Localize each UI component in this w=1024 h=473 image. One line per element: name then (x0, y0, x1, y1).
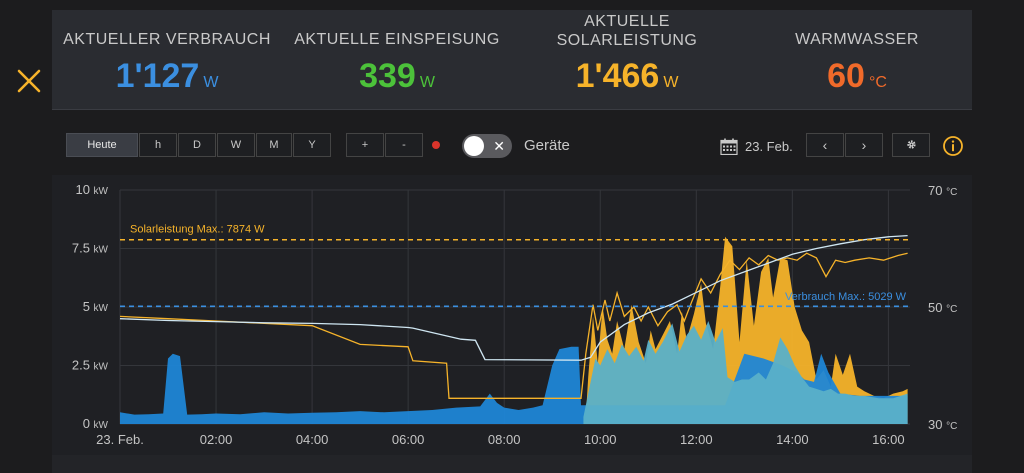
series-solar-line (119, 252, 908, 399)
stat-value: 60 °C (742, 56, 972, 103)
y-axis-tick-label: 10 kW (75, 182, 108, 197)
range-button-today[interactable]: Heute (66, 133, 138, 157)
info-icon[interactable] (942, 135, 964, 157)
reference-line-label: Solarleistung Max.: 7874 W (130, 224, 265, 236)
stat-unit: W (203, 74, 219, 91)
range-button-year[interactable]: Y (293, 133, 331, 157)
x-axis-tick-label: 08:00 (488, 432, 521, 447)
close-button[interactable] (14, 66, 44, 96)
stat-value: 339 W (282, 56, 512, 103)
next-date-button[interactable]: › (845, 133, 883, 157)
x-axis-tick-label: 04:00 (296, 432, 329, 447)
recording-indicator (432, 141, 440, 149)
stat-label: AKTUELLE EINSPEISUNG (294, 31, 500, 48)
zoom-out-button[interactable]: - (385, 133, 423, 157)
x-axis-tick-label: 10:00 (584, 432, 617, 447)
range-button-hour[interactable]: h (139, 133, 177, 157)
x-axis-tick-label: 23. Feb. (96, 432, 144, 447)
y-axis-tick-label: 7.5 kW (72, 241, 109, 256)
bottom-strip (52, 455, 972, 473)
x-axis-tick-label: 02:00 (200, 432, 233, 447)
stat-value: 1'466 W (512, 56, 742, 103)
stat-unit: W (663, 74, 679, 91)
stat-consumption: AKTUELLER VERBRAUCH 1'127 W (52, 10, 282, 110)
stat-hot-water: WARMWASSER 60 °C (742, 10, 972, 110)
stat-label: AKTUELLE SOLARLEISTUNG (512, 12, 742, 50)
devices-toggle[interactable]: ✕ (462, 134, 512, 158)
gear-icon (906, 140, 916, 149)
series-temperature-line (119, 234, 908, 361)
stat-solar-power: AKTUELLE SOLARLEISTUNG 1'466 W (512, 10, 742, 110)
stat-unit: °C (868, 74, 887, 91)
stat-feed-in: AKTUELLE EINSPEISUNG 339 W (282, 10, 512, 110)
toggle-knob (464, 136, 484, 156)
toggle-off-icon: ✕ (493, 138, 505, 154)
reference-line-label: Verbrauch Max.: 5029 W (785, 291, 907, 303)
stats-panel: AKTUELLER VERBRAUCH 1'127 W AKTUELLE EINS… (52, 10, 972, 110)
y2-axis-tick-label: 30 °C (928, 417, 957, 432)
stat-label-line: SOLARLEISTUNG (556, 32, 698, 49)
x-axis-tick-label: 16:00 (872, 432, 905, 447)
y-axis-tick-label: 2.5 kW (72, 358, 109, 373)
stat-number: 60 (827, 57, 865, 95)
stat-label-line: AKTUELLE (584, 13, 670, 30)
stat-value: 1'127 W (52, 56, 282, 103)
zoom-in-button[interactable]: + (346, 133, 384, 157)
close-icon (17, 69, 41, 93)
date-label: 23. Feb. (745, 139, 793, 154)
stat-unit: W (419, 74, 435, 91)
x-axis-tick-label: 12:00 (680, 432, 713, 447)
x-axis-tick-label: 14:00 (776, 432, 809, 447)
settings-button[interactable] (892, 133, 930, 157)
y2-axis-tick-label: 70 °C (928, 183, 957, 198)
stat-number: 1'127 (115, 57, 200, 95)
range-button-day[interactable]: D (178, 133, 216, 157)
stat-number: 1'466 (575, 57, 660, 95)
prev-date-button[interactable]: ‹ (806, 133, 844, 157)
calendar-icon[interactable] (720, 138, 738, 155)
devices-toggle-label: Geräte (524, 137, 570, 154)
y-axis-tick-label: 0 kW (83, 416, 109, 431)
energy-chart: Solarleistung Max.: 7874 W Verbrauch Max.… (52, 175, 972, 457)
stat-label: WARMWASSER (795, 31, 919, 48)
x-axis-tick-label: 06:00 (392, 432, 425, 447)
range-button-week[interactable]: W (217, 133, 255, 157)
stat-number: 339 (359, 57, 416, 95)
stat-label: AKTUELLER VERBRAUCH (63, 31, 271, 48)
y-axis-tick-label: 5 kW (83, 299, 109, 314)
y2-axis-tick-label: 50 °C (928, 300, 957, 315)
range-button-month[interactable]: M (256, 133, 292, 157)
series-self-consumption-area (583, 321, 908, 424)
toolbar: Heute h D W M Y + - ✕ Geräte 23. Feb. ‹ … (0, 133, 1024, 159)
